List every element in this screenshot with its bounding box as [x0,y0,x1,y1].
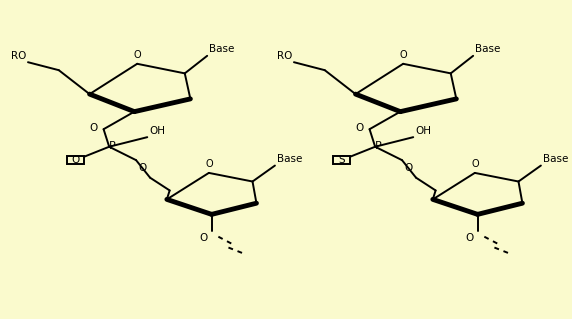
Text: O: O [465,233,473,242]
Text: O: O [356,123,364,133]
Text: O: O [405,163,413,173]
Text: Base: Base [209,44,235,54]
Text: O: O [399,50,407,60]
Text: Base: Base [543,154,569,164]
Text: O: O [471,159,479,169]
FancyBboxPatch shape [333,156,350,165]
Text: O: O [133,50,141,60]
Text: OH: OH [415,126,431,136]
Text: RO: RO [11,51,26,61]
Text: RO: RO [277,51,292,61]
FancyBboxPatch shape [67,156,84,165]
Text: Base: Base [475,44,500,54]
Text: O: O [72,155,80,165]
Text: S: S [338,155,345,165]
Text: Base: Base [277,154,303,164]
Text: P: P [375,141,382,151]
Text: O: O [199,233,207,242]
Text: O: O [90,123,98,133]
Text: P: P [109,141,116,151]
Text: O: O [205,159,213,169]
Text: OH: OH [149,126,165,136]
Text: O: O [139,163,147,173]
